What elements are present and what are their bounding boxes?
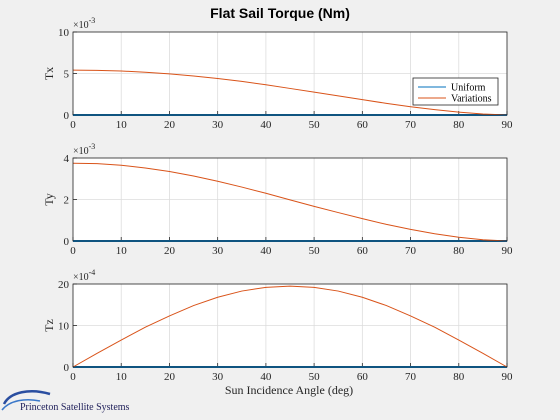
chart-1-x-tick-label: 80 — [453, 245, 465, 257]
chart-0-y-tick-label: 5 — [64, 69, 70, 81]
chart-2-x-tick-label: 70 — [405, 371, 417, 383]
chart-1-x-tick-label: 60 — [357, 245, 369, 257]
chart-2-x-tick-label: 10 — [116, 371, 128, 383]
chart-2-x-tick-label: 40 — [260, 371, 272, 383]
chart-1-y-tick-label: 0 — [64, 236, 70, 248]
chart-0-legend-box — [412, 77, 499, 106]
chart-0-x-tick-label: 70 — [405, 119, 417, 131]
chart-0-x-tick-label: 40 — [260, 119, 272, 131]
axes-ty: 0 10 20 30 40 50 60 70 80 90 0 2 4 Ty ×10-3 — [42, 142, 513, 257]
chart-0-x-tick-label: 0 — [70, 119, 76, 131]
chart-0-x-tick-label: 20 — [164, 119, 176, 131]
logo-text: Princeton Satellite Systems — [20, 402, 130, 413]
chart-1-exponent-label: ×10-3 — [73, 142, 95, 157]
axes-tx: 0 10 20 30 40 50 60 70 80 90 0 5 10 Tx ×10-3 UniformVar… — [42, 16, 513, 131]
chart-1-y-tick-label: 4 — [64, 153, 70, 165]
chart-1-x-tick-label: 10 — [116, 245, 128, 257]
logo-swoosh-accent-icon — [1, 398, 41, 411]
chart-2-x-tick-label: 80 — [453, 371, 465, 383]
chart-2-series-variations-line — [72, 285, 508, 368]
logo: Princeton Satellite Systems — [1, 390, 130, 413]
chart-2-y-tick-label: 10 — [58, 321, 70, 333]
chart-1-x-tick-label: 70 — [405, 245, 417, 257]
chart-2-exponent-label: ×10-4 — [73, 268, 95, 283]
chart-2-y-tick-label: 0 — [64, 362, 70, 374]
chart-0-x-tick-label: 10 — [116, 119, 128, 131]
chart-0-series-variations-line — [72, 69, 508, 116]
chart-0-legend-label-variations: Variations — [451, 94, 492, 105]
chart-1-x-tick-label: 50 — [309, 245, 321, 257]
chart-1-y-axis-label: Ty — [42, 193, 56, 206]
chart-0-x-tick-label: 90 — [502, 119, 514, 131]
chart-1-series-variations-line — [72, 162, 508, 242]
chart-2-y-axis-label: Tz — [42, 319, 56, 332]
chart-2-x-tick-label: 90 — [502, 371, 514, 383]
chart-1-x-tick-label: 30 — [212, 245, 224, 257]
chart-1-x-tick-label: 0 — [70, 245, 76, 257]
chart-2-x-tick-label: 30 — [212, 371, 224, 383]
axes-tz: 0 10 20 30 40 50 60 70 80 90 0 10 20 Tz ×10-4 — [42, 268, 513, 383]
chart-1-x-tick-label: 40 — [260, 245, 272, 257]
chart-0-y-tick-label: 10 — [58, 27, 70, 39]
figure-title: Flat Sail Torque (Nm) — [210, 5, 350, 21]
chart-0-legend-label-uniform: Uniform — [451, 83, 486, 94]
chart-0-axes-box — [72, 31, 508, 116]
chart-1-y-tick-label: 2 — [64, 195, 70, 207]
chart-0-exponent-label: ×10-3 — [73, 16, 95, 31]
chart-2-y-tick-label: 20 — [58, 279, 70, 291]
chart-0-x-tick-label: 50 — [309, 119, 321, 131]
chart-1-axes-box — [72, 157, 508, 242]
chart-1-x-tick-label: 90 — [502, 245, 514, 257]
chart-2-x-tick-label: 20 — [164, 371, 176, 383]
logo-swoosh-icon — [2, 390, 51, 405]
chart-2-x-tick-label: 60 — [357, 371, 369, 383]
chart-2-x-tick-label: 50 — [309, 371, 321, 383]
chart-2-axes-box — [72, 283, 508, 368]
x-axis-label: Sun Incidence Angle (deg) — [225, 383, 353, 397]
chart-0-x-tick-label: 80 — [453, 119, 465, 131]
chart-0-y-tick-label: 0 — [64, 110, 70, 122]
chart-0-y-axis-label: Tx — [42, 67, 56, 80]
chart-0-x-tick-label: 60 — [357, 119, 369, 131]
chart-1-x-tick-label: 20 — [164, 245, 176, 257]
chart-0-x-tick-label: 30 — [212, 119, 224, 131]
chart-2-x-tick-label: 0 — [70, 371, 76, 383]
